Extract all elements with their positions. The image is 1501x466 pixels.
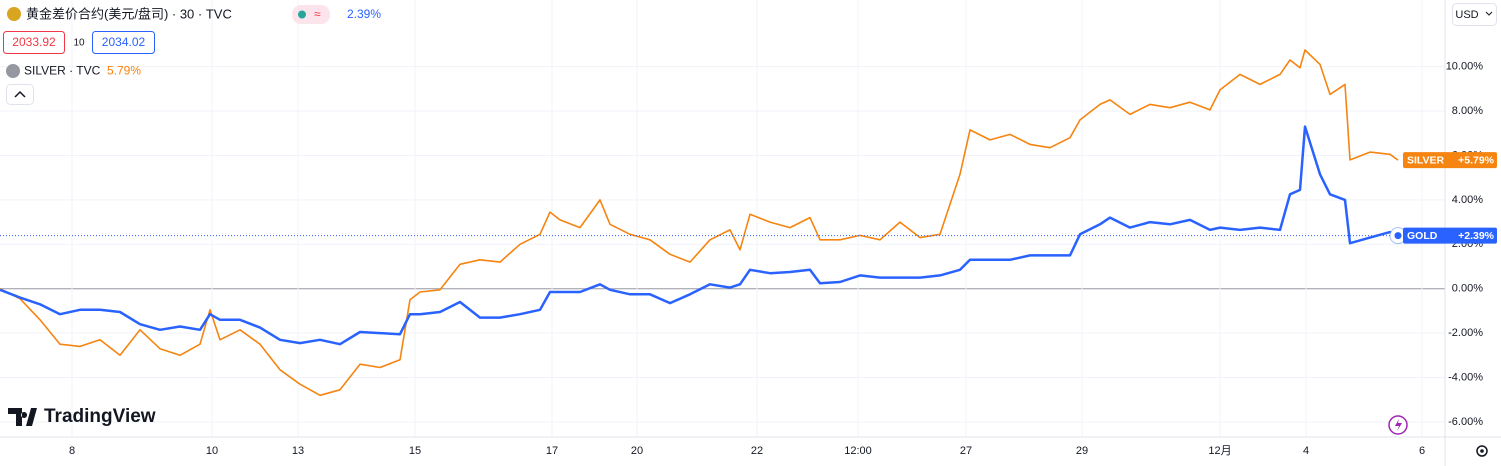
price-tag-value: +2.39%: [1458, 230, 1495, 242]
x-tick-label: 27: [960, 445, 972, 457]
x-tick-label: 12:00: [844, 445, 872, 457]
y-tick-label: 0.00%: [1452, 283, 1483, 295]
y-tick-label: 10.00%: [1446, 61, 1484, 73]
settings-button[interactable]: [1476, 445, 1488, 457]
axes: -6.00%-4.00%-2.00%0.00%2.00%4.00%6.00%8.…: [69, 61, 1497, 457]
spread-icon: ≈: [314, 7, 321, 21]
series-line: [0, 125, 1399, 346]
y-tick-label: 4.00%: [1452, 194, 1483, 206]
collapse-button[interactable]: [6, 84, 34, 105]
currency-caret: [1485, 11, 1493, 16]
flash-icon: [1395, 419, 1402, 431]
change: 2.39%: [347, 7, 381, 21]
price-tag: [1403, 152, 1497, 169]
x-tick-label: 6: [1419, 445, 1425, 457]
price-tag: [1403, 227, 1497, 244]
grid: [0, 0, 1445, 438]
x-tick-label: 12月: [1208, 445, 1231, 457]
currency-button[interactable]: [1452, 3, 1497, 26]
ask: 2034.02: [102, 35, 146, 49]
x-tick-label: 10: [206, 445, 218, 457]
x-tick-label: 29: [1076, 445, 1088, 457]
ask-box[interactable]: [92, 31, 155, 54]
x-tick-label: 4: [1303, 445, 1309, 457]
spread: 10: [73, 38, 85, 49]
x-tick-label: 15: [409, 445, 421, 457]
price-tag-name: SILVER: [1407, 154, 1445, 166]
symbol[interactable]: 黄金差价合约(美元/盘司) · 30 · TVC: [26, 6, 232, 21]
x-tick-label: 8: [69, 445, 75, 457]
price-tag-value: +5.79%: [1458, 154, 1495, 166]
plot: [0, 49, 1445, 397]
y-tick-label: -2.00%: [1448, 327, 1483, 339]
spread-pill: [292, 5, 330, 24]
silver-icon: [6, 64, 20, 78]
x-tick-label: 22: [751, 445, 763, 457]
last-point: [1394, 232, 1402, 240]
gold-icon: [7, 7, 21, 21]
chevron: [14, 90, 26, 98]
x-tick-label: 17: [546, 445, 558, 457]
logo: [8, 408, 37, 426]
x-tick-label: 13: [292, 445, 304, 457]
bid: 2033.92: [12, 35, 56, 49]
y-tick-label: -4.00%: [1448, 371, 1483, 383]
series-line: [0, 49, 1399, 397]
y-tick-label: -6.00%: [1448, 416, 1483, 428]
compare-change: 5.79%: [107, 64, 141, 78]
currency: USD: [1455, 9, 1478, 21]
bid-box[interactable]: [3, 31, 65, 54]
watermark: TradingView: [44, 406, 156, 427]
price-tag-name: GOLD: [1407, 230, 1438, 242]
compare-symbol[interactable]: SILVER · TVC: [24, 64, 101, 78]
y-tick-label: 8.00%: [1452, 105, 1483, 117]
x-tick-label: 20: [631, 445, 643, 457]
status-dot: [298, 10, 306, 19]
settings-dot: [1480, 449, 1484, 453]
